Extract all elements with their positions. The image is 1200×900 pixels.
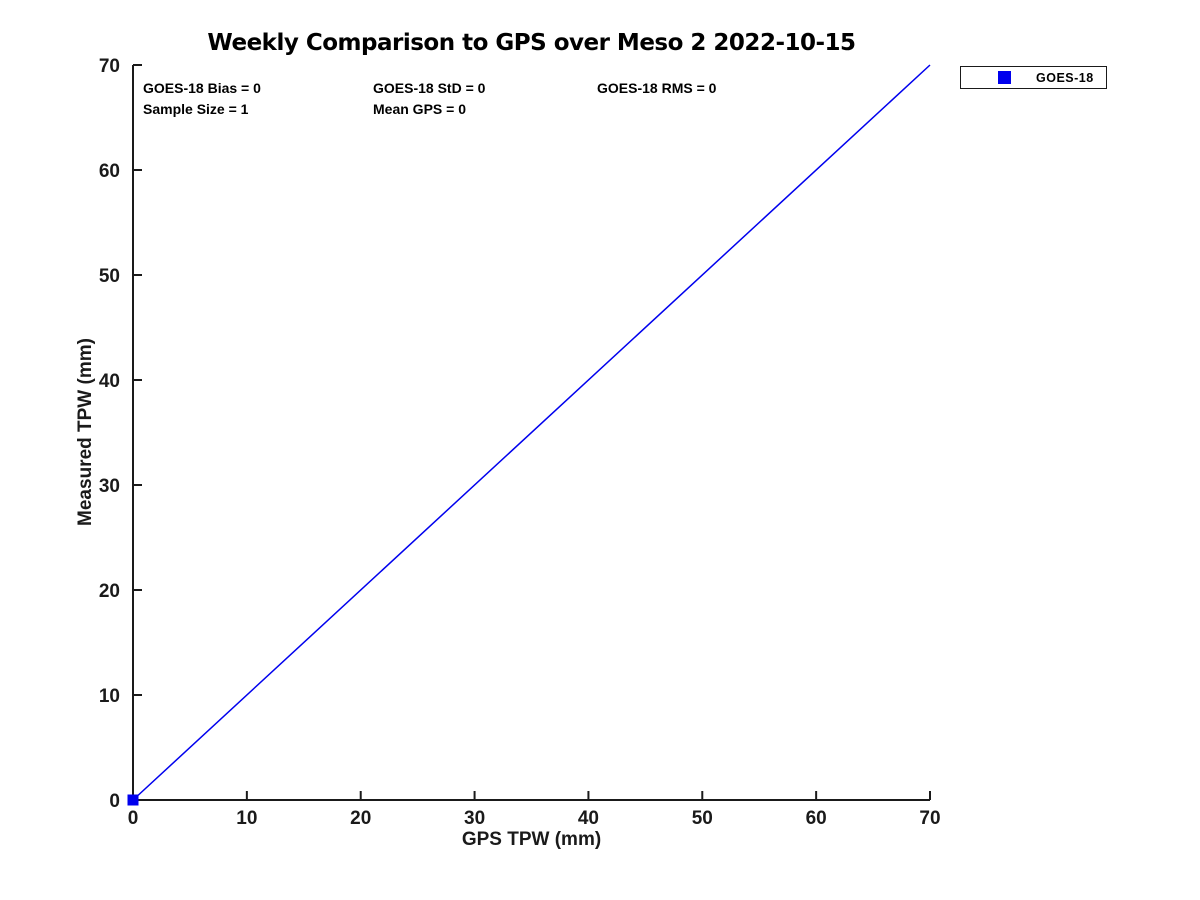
- svg-text:30: 30: [464, 808, 485, 829]
- svg-text:40: 40: [578, 808, 599, 829]
- svg-text:40: 40: [99, 371, 120, 392]
- svg-text:50: 50: [692, 808, 713, 829]
- svg-text:20: 20: [350, 808, 371, 829]
- annotation-rms: GOES-18 RMS = 0: [597, 80, 717, 96]
- legend-marker-square: [998, 71, 1011, 84]
- svg-text:30: 30: [99, 476, 120, 497]
- annotation-std: GOES-18 StD = 0: [373, 80, 486, 96]
- axis-ticks: 0 10 20 30 40 50 60 70 0 10 20 30 40 50 60 70: [99, 56, 941, 829]
- svg-text:0: 0: [128, 808, 139, 829]
- legend: GOES-18: [960, 66, 1107, 89]
- svg-text:10: 10: [99, 686, 120, 707]
- chart-title: Weekly Comparison to GPS over Meso 2 202…: [207, 30, 856, 56]
- x-axis-label: GPS TPW (mm): [461, 829, 602, 850]
- svg-text:70: 70: [99, 56, 120, 77]
- svg-text:0: 0: [109, 791, 120, 812]
- annotation-mean-gps: Mean GPS = 0: [373, 101, 466, 117]
- annotation-sample-size: Sample Size = 1: [143, 101, 249, 117]
- svg-text:10: 10: [236, 808, 257, 829]
- y-axis-label: Measured TPW (mm): [75, 338, 96, 526]
- annotation-bias: GOES-18 Bias = 0: [143, 80, 261, 96]
- svg-text:70: 70: [919, 808, 940, 829]
- data-series: [127, 64, 931, 806]
- svg-text:50: 50: [99, 266, 120, 287]
- svg-text:60: 60: [99, 161, 120, 182]
- svg-text:60: 60: [806, 808, 827, 829]
- legend-entry-label: GOES-18: [1036, 70, 1094, 85]
- svg-text:20: 20: [99, 581, 120, 602]
- axes: [132, 65, 930, 801]
